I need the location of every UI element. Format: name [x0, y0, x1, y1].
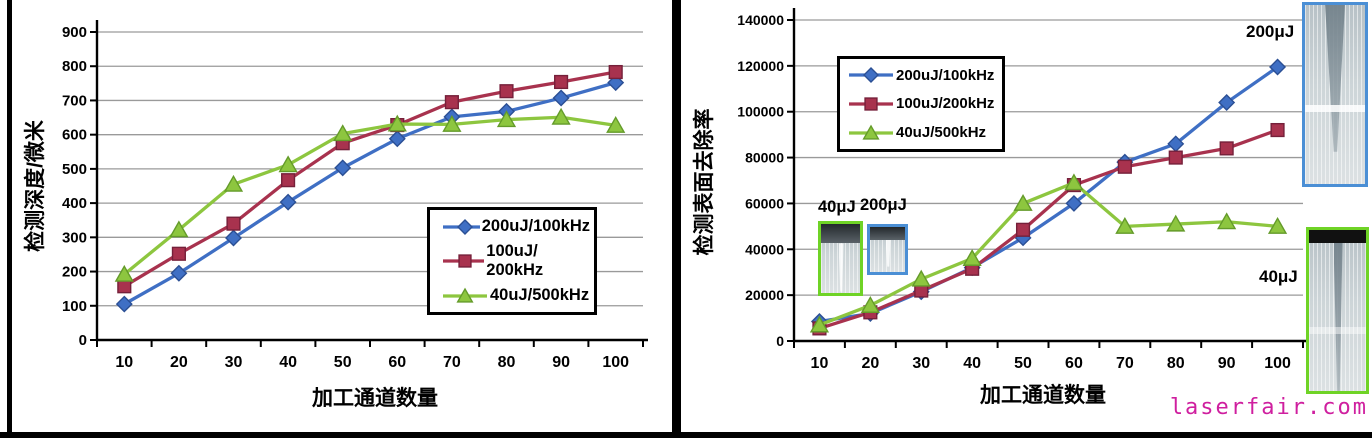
left-x-axis-label: 加工通道数量 — [312, 387, 438, 410]
svg-text:900: 900 — [62, 24, 87, 41]
svg-text:60: 60 — [388, 354, 406, 371]
legend-item: 100uJ/200kHz — [848, 95, 1000, 113]
svg-text:100000: 100000 — [737, 104, 784, 120]
bottom-border-line — [0, 432, 1372, 438]
svg-text:70: 70 — [443, 354, 461, 371]
svg-text:140000: 140000 — [737, 12, 784, 28]
svg-text:800: 800 — [62, 58, 87, 75]
svg-text:100: 100 — [602, 354, 629, 371]
green-triangle-series-icon — [849, 124, 893, 140]
svg-text:60: 60 — [1065, 355, 1083, 372]
inset-label: 40μJ — [818, 198, 856, 216]
svg-text:600: 600 — [62, 127, 87, 144]
legend-item: 40uJ/500kHz — [442, 286, 590, 305]
svg-text:80000: 80000 — [745, 150, 784, 166]
right-x-axis-label: 加工通道数量 — [980, 384, 1106, 407]
legend-item: 40uJ/500kHz — [848, 124, 1000, 142]
left-chart-legend: 200uJ/100kHz 100uJ/ 200kHz 40uJ/500kHz — [427, 207, 597, 315]
svg-text:400: 400 — [62, 195, 87, 212]
micrograph-photo — [1305, 5, 1365, 184]
svg-text:300: 300 — [62, 229, 87, 246]
inset-label: 40μJ — [1259, 267, 1298, 286]
left-border-line — [7, 0, 12, 432]
blue-diamond-series-icon — [849, 67, 893, 84]
legend-label: 200uJ/100kHz — [896, 66, 995, 84]
legend-item: 100uJ/ 200kHz — [442, 242, 590, 280]
micrograph-inset-small-200uj — [867, 224, 908, 275]
svg-text:10: 10 — [115, 354, 133, 371]
left-chart-panel: 0 100 200 300 400 500 600 700 800 900 10 20 30 40 50 60… — [0, 0, 672, 432]
svg-text:40: 40 — [279, 354, 297, 371]
legend-item: 200uJ/100kHz — [848, 66, 1000, 84]
svg-text:90: 90 — [1218, 355, 1236, 372]
svg-text:10: 10 — [811, 355, 829, 372]
micrograph-photo — [870, 227, 905, 272]
svg-text:0: 0 — [79, 332, 87, 349]
svg-text:60000: 60000 — [745, 195, 784, 211]
blue-diamond-series-icon — [443, 218, 480, 235]
watermark-text: laserfair.com — [1169, 395, 1368, 420]
svg-text:700: 700 — [62, 92, 87, 109]
svg-text:100: 100 — [1264, 355, 1291, 372]
removal-rate-line-chart: 0 20000 40000 60000 80000 100000 120000 140000 1… — [737, 8, 1308, 372]
svg-text:80: 80 — [1167, 355, 1185, 372]
legend-label: 40uJ/500kHz — [490, 286, 590, 304]
svg-text:50: 50 — [334, 354, 352, 371]
svg-text:20: 20 — [170, 354, 188, 371]
panel-divider — [672, 0, 681, 438]
right-chart-panel: 0 20000 40000 60000 80000 100000 120000 140000 1… — [681, 0, 1372, 432]
svg-text:100: 100 — [62, 298, 87, 315]
svg-text:40000: 40000 — [745, 241, 784, 257]
red-square-series-icon — [849, 97, 893, 111]
svg-text:120000: 120000 — [737, 58, 784, 74]
micrograph-inset-small-40uj — [818, 221, 863, 296]
right-y-axis-label: 检测表面去除率 — [693, 108, 716, 256]
red-square-series-icon — [443, 254, 485, 268]
legend-label: 100uJ/ 200kHz — [486, 242, 544, 279]
svg-text:70: 70 — [1116, 355, 1134, 372]
green-triangle-series-icon — [443, 287, 487, 303]
inset-label: 200μJ — [860, 196, 907, 214]
svg-text:30: 30 — [225, 354, 243, 371]
svg-text:90: 90 — [552, 354, 570, 371]
micrograph-photo — [1309, 230, 1366, 391]
legend-label: 100uJ/200kHz — [896, 95, 995, 113]
svg-text:50: 50 — [1014, 355, 1032, 372]
micrograph-inset-large-40uj — [1306, 227, 1369, 394]
depth-line-chart: 0 100 200 300 400 500 600 700 800 900 10 20 30 40 50 60… — [62, 20, 648, 371]
inset-label: 200μJ — [1246, 22, 1295, 41]
micrograph-photo — [821, 224, 860, 293]
svg-text:20000: 20000 — [745, 287, 784, 303]
svg-text:500: 500 — [62, 161, 87, 178]
micrograph-inset-large-200uj — [1302, 2, 1368, 187]
legend-item: 200uJ/100kHz — [442, 217, 590, 236]
legend-label: 200uJ/100kHz — [481, 217, 590, 235]
right-chart-legend: 200uJ/100kHz 100uJ/200kHz 40uJ/500kHz — [837, 56, 1005, 152]
svg-text:80: 80 — [498, 354, 516, 371]
svg-text:30: 30 — [912, 355, 930, 372]
legend-label: 40uJ/500kHz — [896, 124, 987, 142]
svg-text:40: 40 — [963, 355, 981, 372]
svg-text:20: 20 — [861, 355, 879, 372]
svg-text:200: 200 — [62, 264, 87, 281]
left-y-axis-label: 检测深度/微米 — [24, 120, 47, 252]
svg-text:0: 0 — [776, 333, 784, 349]
